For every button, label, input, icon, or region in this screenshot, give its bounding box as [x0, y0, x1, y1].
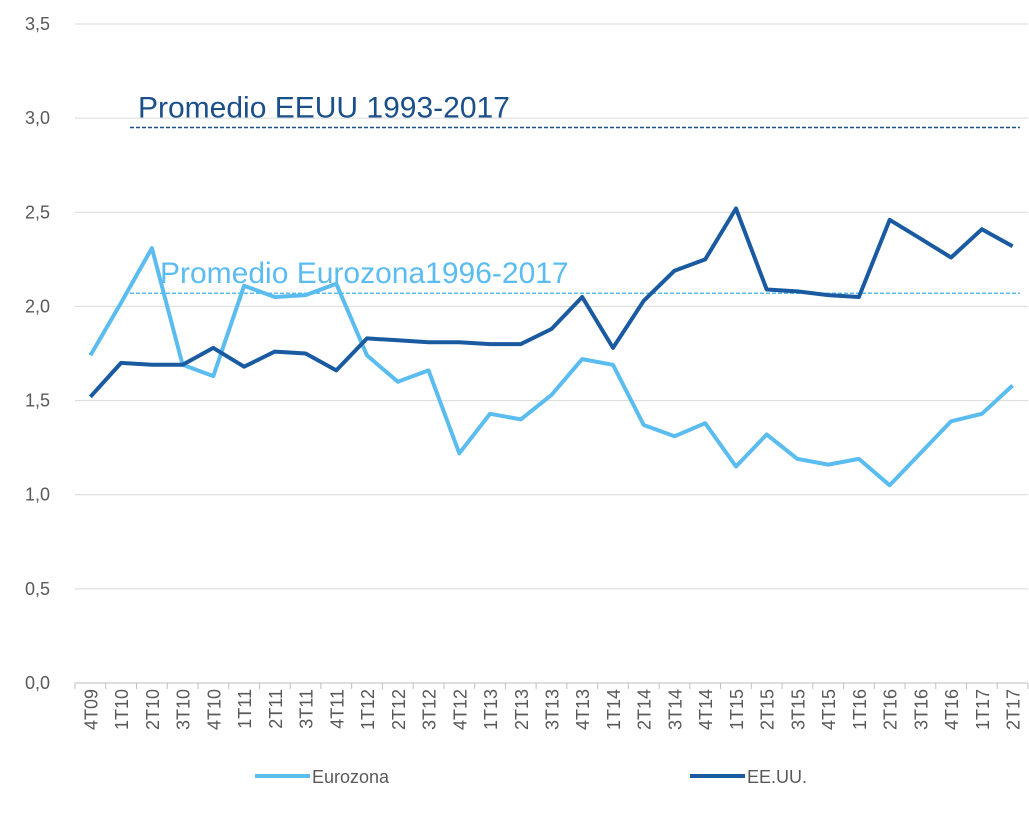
x-tick-label: 3T11 [297, 689, 317, 729]
y-tick-label: 3,5 [25, 14, 50, 34]
x-tick-label: 1T17 [973, 689, 993, 730]
x-tick-label: 2T14 [635, 689, 655, 730]
reference-label: Promedio Eurozona1996-2017 [160, 257, 569, 290]
x-tick-label: 4T14 [696, 689, 716, 730]
x-tick-label: 4T10 [204, 689, 224, 730]
x-tick-label: 3T13 [543, 689, 563, 730]
x-tick-label: 1T10 [112, 689, 132, 730]
legend-label: EE.UU. [747, 767, 807, 787]
y-tick-label: 2,5 [25, 202, 50, 222]
x-tick-label: 2T16 [881, 689, 901, 730]
x-tick-label: 4T16 [942, 689, 962, 730]
x-tick-label: 2T13 [512, 689, 532, 730]
x-tick-label: 2T17 [1004, 689, 1024, 730]
y-tick-label: 1,5 [25, 391, 50, 411]
x-tick-label: 4T12 [450, 689, 470, 730]
x-tick-label: 3T15 [788, 689, 808, 730]
y-tick-label: 0,5 [25, 579, 50, 599]
reference-label: Promedio EEUU 1993-2017 [138, 92, 510, 125]
x-tick-label: 2T11 [266, 689, 286, 729]
legend-label: Eurozona [312, 767, 390, 787]
y-tick-label: 3,0 [25, 108, 50, 128]
x-tick-label: 2T12 [389, 689, 409, 730]
x-tick-label: 2T15 [758, 689, 778, 730]
x-tick-label: 3T14 [665, 689, 685, 730]
x-tick-label: 4T09 [81, 689, 101, 730]
x-tick-label: 3T10 [174, 689, 194, 730]
y-tick-label: 2,0 [25, 296, 50, 316]
x-tick-label: 1T15 [727, 689, 747, 730]
x-tick-label: 3T12 [420, 689, 440, 730]
x-tick-label: 4T11 [327, 689, 347, 729]
x-tick-label: 4T15 [819, 689, 839, 730]
x-tick-label: 1T12 [358, 689, 378, 730]
y-tick-label: 1,0 [25, 485, 50, 505]
series-line [88, 206, 1014, 399]
x-tick-label: 4T13 [573, 689, 593, 730]
x-tick-label: 3T16 [911, 689, 931, 730]
y-tick-label: 0,0 [25, 673, 50, 693]
x-tick-label: 1T11 [235, 689, 255, 729]
x-tick-label: 1T16 [850, 689, 870, 730]
x-tick-label: 2T10 [143, 689, 163, 730]
x-tick-label: 1T13 [481, 689, 501, 730]
series-line [88, 246, 1014, 488]
x-tick-label: 1T14 [604, 689, 624, 730]
